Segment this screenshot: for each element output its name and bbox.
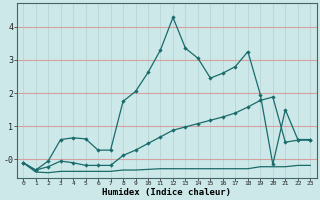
X-axis label: Humidex (Indice chaleur): Humidex (Indice chaleur) [102,188,231,197]
